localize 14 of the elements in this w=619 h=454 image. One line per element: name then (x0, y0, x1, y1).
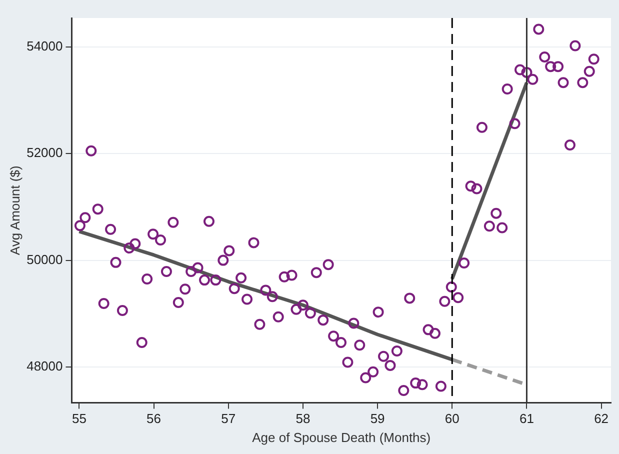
x-tick-label: 57 (221, 411, 236, 426)
y-tick-label: 48000 (26, 358, 63, 374)
y-tick-label: 52000 (26, 145, 63, 160)
y-axis-title: Avg Amount ($) (7, 166, 22, 256)
x-tick-label: 62 (594, 411, 609, 426)
x-tick-label: 55 (72, 411, 86, 426)
x-tick-label: 58 (296, 411, 310, 426)
x-tick-label: 56 (146, 411, 162, 426)
x-tick-label: 60 (444, 411, 460, 426)
x-tick-label: 59 (370, 411, 385, 426)
x-tick-label: 61 (519, 411, 534, 426)
x-axis-title: Age of Spouse Death (Months) (252, 430, 431, 445)
y-tick-label: 50000 (26, 252, 63, 267)
y-tick-label: 54000 (26, 38, 63, 54)
